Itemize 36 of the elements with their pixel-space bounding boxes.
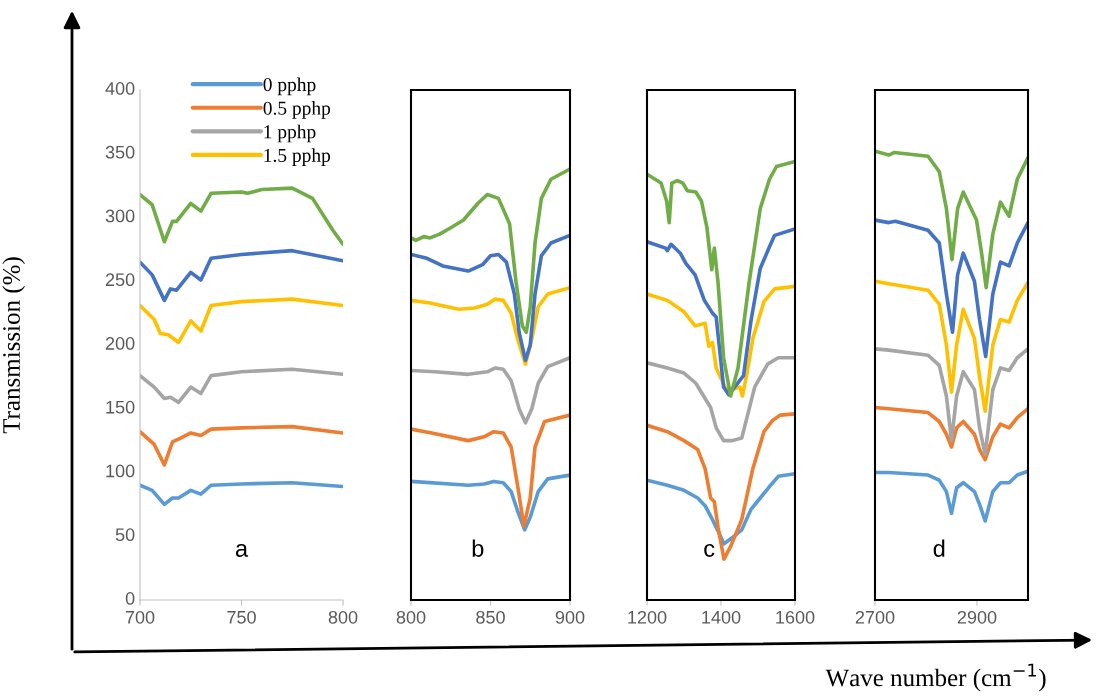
line-series	[140, 297, 343, 345]
y-tick-label: 400	[105, 82, 135, 95]
x-tick-label: 1200	[628, 610, 667, 624]
line-series	[140, 424, 343, 467]
y-tick-label: 50	[115, 528, 135, 542]
x-tick-label: 800	[396, 610, 426, 624]
line-series	[140, 186, 343, 247]
x-tick-label: 1600	[776, 610, 815, 624]
y-tick-label: 100	[106, 464, 135, 478]
legend-label: 1.5 pphp	[264, 148, 331, 166]
x-tick-label: 900	[555, 610, 585, 624]
y-tick-label: 200	[105, 337, 135, 350]
annotation: a	[235, 543, 249, 557]
annotation: d	[933, 539, 945, 557]
y-tick-label: 150	[106, 400, 135, 414]
x-tick-label: 2900	[957, 610, 997, 624]
y-tick-label: 300	[105, 209, 135, 223]
x-axis-title: Wave number (cm$^{−1}$)	[825, 663, 1046, 692]
line-series	[140, 367, 343, 405]
x-tick-label: 800	[328, 610, 358, 624]
x-tick-label: 2700	[855, 610, 895, 624]
legend-label: 1 pphp	[264, 124, 316, 143]
y-tick-label: 0	[125, 592, 135, 605]
y-tick-label: 350	[105, 145, 135, 159]
x-tick-label: 750	[227, 610, 256, 624]
x-tick-label: 850	[476, 610, 505, 624]
line-series	[140, 480, 343, 507]
legend-label: 0.5 pphp	[263, 101, 331, 119]
y-axis-title: Transmission (%)	[2, 257, 25, 434]
legend-label: 0 pphp	[263, 77, 316, 96]
y-tick-label: 250	[105, 273, 135, 287]
annotation: b	[472, 539, 484, 557]
x-tick-label: 700	[125, 610, 155, 624]
x-tick-label: 1400	[702, 610, 741, 624]
annotation: c	[704, 543, 715, 557]
line-series	[140, 248, 343, 303]
